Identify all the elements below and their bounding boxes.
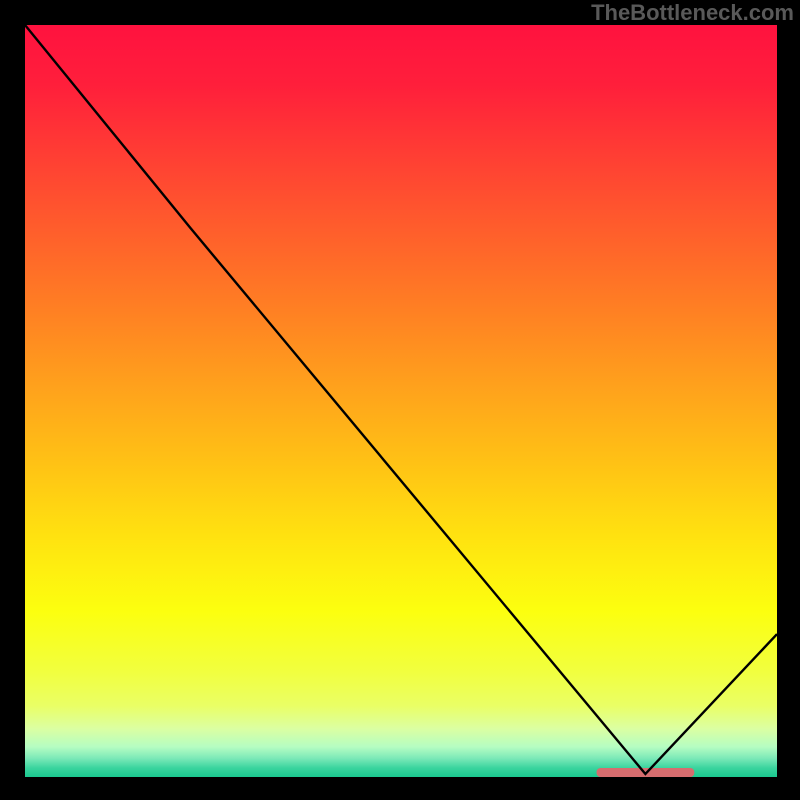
chart-plot-area [25, 25, 777, 777]
chart-background-gradient [25, 25, 777, 777]
canvas: TheBottleneck.com [0, 0, 800, 800]
chart-svg [25, 25, 777, 777]
attribution-text: TheBottleneck.com [591, 0, 794, 26]
